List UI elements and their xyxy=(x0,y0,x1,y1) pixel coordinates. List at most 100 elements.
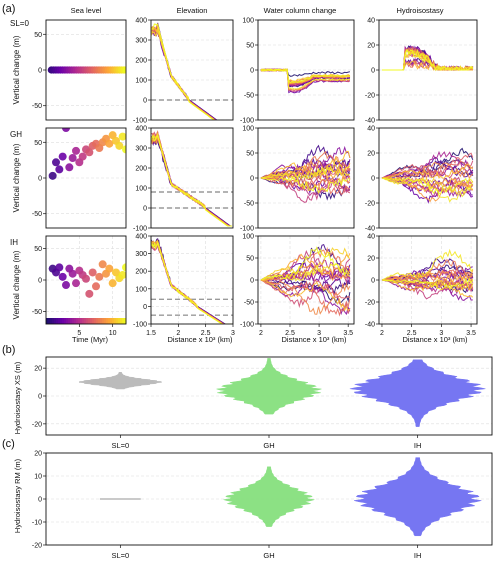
profile-line xyxy=(260,278,351,299)
scatter-point xyxy=(58,152,67,161)
scatter-point xyxy=(92,282,100,291)
profile-line xyxy=(381,177,474,195)
x-tick-label: 3 xyxy=(231,330,235,337)
a-ylabel-row3: Vertical change (m) xyxy=(12,250,21,319)
profile-line xyxy=(260,176,350,194)
profile-line xyxy=(381,160,474,179)
colorbar-segment xyxy=(74,318,77,324)
y-tick-label: 200 xyxy=(135,269,147,276)
y-tick-label: 100 xyxy=(135,186,147,193)
colorbar-segment xyxy=(94,318,97,324)
panel-label-b: (b) xyxy=(2,344,15,356)
violin-body xyxy=(216,358,322,415)
a-xlabel-distance-3: Distance x 10³ (km) xyxy=(402,335,468,344)
row-label-gh: GH xyxy=(10,130,22,139)
elevation-profile xyxy=(151,242,232,324)
y-tick-label: -20 xyxy=(365,300,375,307)
colorbar-segment xyxy=(110,318,113,324)
elevation-profile xyxy=(151,26,216,120)
profile-line xyxy=(260,264,351,282)
profile-line xyxy=(260,163,351,179)
y-tick-label: 300 xyxy=(135,146,147,153)
colorbar-segment xyxy=(108,318,111,324)
axes-frame xyxy=(45,19,127,121)
elevation-profile xyxy=(151,24,218,120)
profile-line xyxy=(260,279,351,312)
scatter-point xyxy=(65,163,74,172)
elevation-profile xyxy=(151,135,232,227)
y-tick-label: 100 xyxy=(242,126,254,133)
y-tick-label: 20 xyxy=(367,43,375,50)
y-tick-label: -20 xyxy=(32,421,42,428)
colorbar-segment xyxy=(78,318,81,324)
x-tick-label: 2 xyxy=(176,330,180,337)
axes-frame xyxy=(45,235,127,325)
scatter-point xyxy=(48,171,57,180)
colorbar-segment xyxy=(68,318,71,324)
elevation-profile xyxy=(151,131,232,227)
x-tick-label: 1.5 xyxy=(146,330,156,337)
scatter-point xyxy=(72,279,80,288)
scatter-point xyxy=(105,264,114,273)
figure-labels: (a) (b) (c) Sea level Elevation Water co… xyxy=(2,3,468,533)
y-tick-label: 20 xyxy=(367,256,375,263)
subplot-1-2: -100 0 100 200 300 400 1.5 2 2.5 3 xyxy=(133,234,235,338)
colorbar-segment xyxy=(98,318,101,324)
colorbar-segment xyxy=(64,318,67,324)
colorbar-segment xyxy=(80,318,83,324)
elevation-profile xyxy=(151,238,232,324)
axes-frame xyxy=(150,127,234,229)
scatter-point xyxy=(85,148,94,157)
y-tick-label: -40 xyxy=(365,118,375,125)
profile-line xyxy=(260,150,351,179)
elevation-profile xyxy=(151,241,232,324)
x-tick-label: 3 xyxy=(439,330,443,337)
x-tick-label: 3.5 xyxy=(343,330,353,337)
y-tick-label: 50 xyxy=(34,140,42,147)
colorbar-segment xyxy=(60,318,63,324)
y-tick-label: -40 xyxy=(365,226,375,233)
colorbar-segment xyxy=(92,318,95,324)
violin-body xyxy=(78,372,162,390)
plot-area xyxy=(382,45,474,72)
plot-area xyxy=(381,147,474,204)
profile-line xyxy=(382,177,474,193)
a-ylabel-row2: Vertical change (m) xyxy=(12,143,21,212)
y-tick-label: 0 xyxy=(250,176,254,183)
colorbar-segment xyxy=(56,318,59,324)
x-tick-label: 10 xyxy=(109,330,117,337)
x-tick-label: 2.5 xyxy=(407,330,417,337)
scatter-point xyxy=(122,145,126,154)
category-label: IH xyxy=(414,551,422,560)
y-tick-label: 20 xyxy=(367,151,375,158)
elevation-profile xyxy=(151,135,232,227)
y-tick-label: -100 xyxy=(133,226,147,233)
y-tick-label: 40 xyxy=(367,18,375,25)
scatter-point xyxy=(122,263,126,272)
y-tick-label: -50 xyxy=(244,201,254,208)
y-tick-label: 0 xyxy=(250,278,254,285)
x-tick-label: 3 xyxy=(317,330,321,337)
elevation-profile xyxy=(151,240,232,324)
colorbar-segment xyxy=(52,318,55,324)
y-tick-label: 50 xyxy=(246,43,254,50)
plot-area xyxy=(260,68,351,94)
a-xlabel-distance-1: Distance x 10³ (km) xyxy=(167,335,233,344)
y-tick-label: 0 xyxy=(38,278,42,285)
y-tick-label: 20 xyxy=(34,451,42,458)
profile-line xyxy=(381,279,474,298)
elevation-profile xyxy=(151,131,232,227)
plot-area xyxy=(151,130,233,227)
x-tick-label: 5 xyxy=(77,330,81,337)
colorbar-segment xyxy=(76,318,79,324)
y-tick-label: -10 xyxy=(32,520,42,527)
x-tick-label: 3.5 xyxy=(466,330,476,337)
colorbar-segment xyxy=(116,318,119,324)
y-tick-label: 40 xyxy=(367,234,375,241)
y-tick-label: -100 xyxy=(133,118,147,125)
colorbar-segment xyxy=(82,318,85,324)
elevation-profile xyxy=(151,130,232,227)
elevation-profile xyxy=(151,22,218,120)
y-tick-label: 400 xyxy=(135,126,147,133)
colorbar-segment xyxy=(70,318,73,324)
